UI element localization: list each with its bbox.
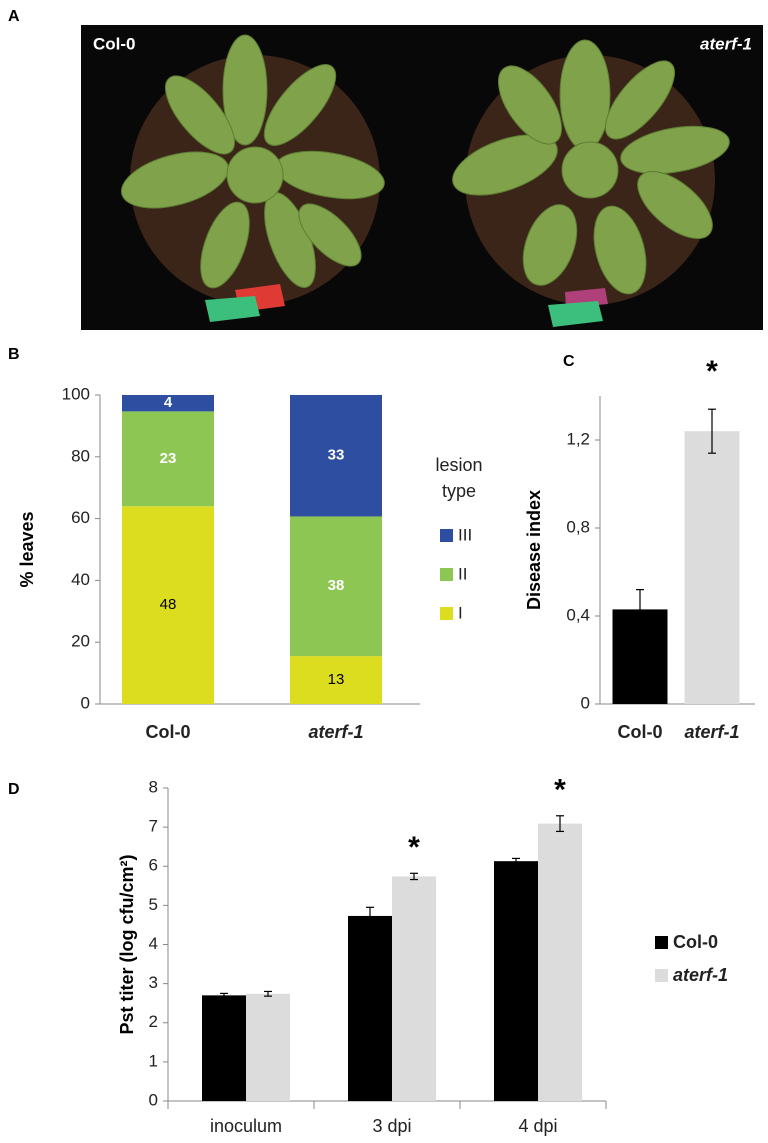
y-tick-label: 1	[149, 1051, 158, 1070]
y-axis-label: Pst titer (log cfu/cm²)	[117, 854, 137, 1034]
error-bar	[410, 872, 418, 881]
x-tick-label: aterf-1	[684, 722, 739, 742]
legend-title: lesion type	[435, 455, 483, 501]
legend-label: Col-0	[673, 932, 718, 952]
legend-label: I	[458, 603, 463, 622]
panel-label: C	[563, 353, 575, 370]
error-bar	[264, 990, 272, 997]
y-axis-label: Disease index	[524, 490, 544, 610]
legend-swatch	[440, 568, 453, 581]
legend-swatch	[655, 969, 668, 982]
bar	[348, 915, 392, 1101]
plant-photo	[120, 34, 730, 327]
bar-segment	[290, 656, 382, 704]
x-tick-label: 4 dpi	[518, 1116, 557, 1136]
bar	[494, 861, 538, 1101]
y-axis-label: % leaves	[17, 511, 37, 587]
segment-label: 4	[164, 394, 173, 411]
y-tick-label: 0,8	[566, 517, 590, 536]
legend-swatch	[655, 936, 668, 949]
x-tick-label: inoculum	[210, 1116, 282, 1136]
segment-label: 13	[328, 671, 345, 688]
photo-label: Col-0	[93, 34, 136, 53]
bar-segment	[122, 395, 214, 412]
y-tick-label: 7	[149, 817, 158, 836]
segment-label: 38	[328, 577, 345, 594]
bar-segment	[290, 395, 382, 517]
legend-label: II	[458, 564, 467, 583]
x-tick-label: 3 dpi	[372, 1116, 411, 1136]
bar	[538, 823, 582, 1101]
y-tick-label: 8	[149, 777, 158, 796]
bar	[246, 993, 290, 1101]
x-tick-label: Col-0	[618, 722, 663, 742]
panel-label: A	[8, 8, 20, 25]
error-bar	[636, 588, 644, 630]
legend-swatch	[440, 607, 453, 620]
error-bar	[512, 857, 520, 865]
y-tick-label: 60	[71, 508, 90, 527]
y-tick-label: 3	[149, 973, 158, 992]
bar	[202, 995, 246, 1101]
error-bar	[708, 408, 716, 454]
y-tick-label: 0	[81, 693, 90, 712]
y-tick-label: 0	[149, 1090, 158, 1109]
segment-label: 48	[160, 596, 177, 613]
legend-label: aterf-1	[673, 965, 728, 985]
annotation: *	[554, 774, 566, 807]
bar	[684, 431, 740, 704]
error-bar	[556, 815, 564, 833]
y-tick-label: 2	[149, 1012, 158, 1031]
annotation: *	[706, 355, 718, 388]
photo-label: aterf-1	[700, 34, 752, 53]
y-tick-label: 6	[149, 856, 158, 875]
y-tick-label: 1,2	[566, 429, 590, 448]
bar-segment	[122, 411, 214, 507]
error-bar	[366, 906, 374, 926]
bar-segment	[122, 506, 214, 704]
bar-segment	[290, 516, 382, 657]
annotation: *	[408, 831, 420, 864]
panel-label: D	[8, 781, 20, 798]
y-tick-label: 20	[71, 632, 90, 651]
legend-label: III	[458, 525, 472, 544]
error-bar	[220, 992, 228, 998]
x-tick-label: aterf-1	[308, 722, 363, 742]
y-tick-label: 0,4	[566, 605, 590, 624]
y-tick-label: 4	[149, 934, 158, 953]
x-tick-label: Col-0	[146, 722, 191, 742]
panel-label: B	[8, 346, 20, 363]
y-tick-label: 80	[71, 446, 90, 465]
y-tick-label: 100	[62, 384, 90, 403]
y-tick-label: 5	[149, 895, 158, 914]
y-tick-label: 0	[581, 693, 590, 712]
y-tick-label: 40	[71, 570, 90, 589]
legend-swatch	[440, 529, 453, 542]
segment-label: 23	[160, 450, 177, 467]
bar	[392, 876, 436, 1101]
segment-label: 33	[328, 447, 345, 464]
